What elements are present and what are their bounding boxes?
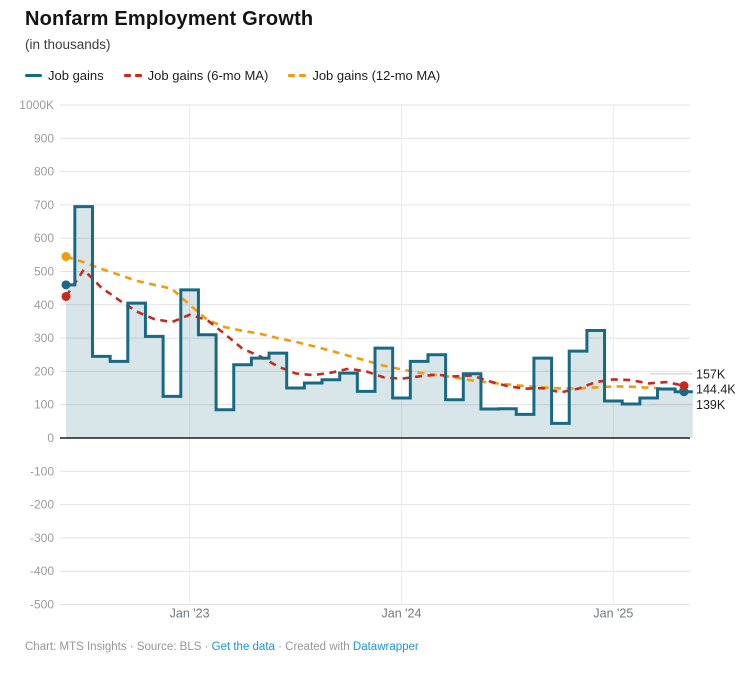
job-gains-step-line[interactable] (66, 205, 693, 425)
job-gains-area-fill (66, 206, 693, 438)
6mo-ma-dash-swatch-icon (123, 74, 142, 77)
svg-text:600: 600 (34, 231, 54, 245)
svg-text:-200: -200 (30, 498, 54, 512)
footer-credits: Chart: MTS Insights · Source: BLS · Get … (25, 641, 419, 653)
get-the-data-link[interactable]: Get the data (211, 641, 275, 653)
legend-item-6mo-ma: Job gains (6-mo MA) (123, 68, 269, 83)
12mo-ma-dash-swatch-icon (288, 74, 307, 77)
svg-text:100: 100 (34, 398, 54, 412)
svg-text:144.4K: 144.4K (696, 383, 736, 397)
svg-text:200: 200 (34, 364, 54, 378)
legend-item-12mo-ma: Job gains (12-mo MA) (288, 68, 440, 83)
legend-label: Job gains (48, 68, 104, 83)
job-gains-line-swatch-icon (25, 73, 42, 78)
legend-label: Job gains (12-mo MA) (312, 68, 441, 83)
x-gridlines-and-labels: Jan '23 Jan '24 Jan '25 (170, 105, 633, 621)
svg-text:900: 900 (34, 131, 54, 145)
legend-label: Job gains (6-mo MA) (147, 68, 269, 83)
datawrapper-link[interactable]: Datawrapper (352, 641, 419, 653)
legend: Job gains Job gains (6-mo MA) Job gains … (25, 68, 440, 83)
6mo-ma-line[interactable] (64, 267, 685, 394)
svg-text:-400: -400 (30, 564, 54, 578)
y-axis-labels: 1000K 900 800 700 600 500 400 300 200 100 0 -100 -20… (19, 98, 54, 612)
svg-text:Jan '25: Jan '25 (593, 607, 633, 621)
y-gridlines (60, 104, 690, 605)
svg-text:-500: -500 (30, 598, 54, 612)
svg-text:Jan '24: Jan '24 (382, 607, 422, 621)
footer-text: · Created with (274, 641, 353, 653)
svg-text:Jan '23: Jan '23 (170, 607, 210, 621)
svg-text:800: 800 (34, 165, 54, 179)
chart-title: Nonfarm Employment Growth (25, 8, 314, 30)
svg-text:-100: -100 (30, 464, 54, 478)
svg-text:300: 300 (34, 331, 54, 345)
svg-text:157K: 157K (696, 367, 726, 381)
svg-text:400: 400 (34, 298, 54, 312)
svg-text:700: 700 (34, 198, 54, 212)
footer-text: Chart: MTS Insights · Source: BLS · (25, 641, 212, 653)
svg-text:-300: -300 (30, 531, 54, 545)
svg-text:139K: 139K (696, 398, 726, 412)
svg-text:0: 0 (47, 431, 54, 445)
series-endpoint-dots (61, 252, 689, 397)
legend-item-job-gains: Job gains (25, 68, 104, 83)
svg-text:1000K: 1000K (19, 98, 54, 112)
chart-subtitle: (in thousands) (25, 37, 111, 52)
svg-text:500: 500 (34, 265, 54, 279)
